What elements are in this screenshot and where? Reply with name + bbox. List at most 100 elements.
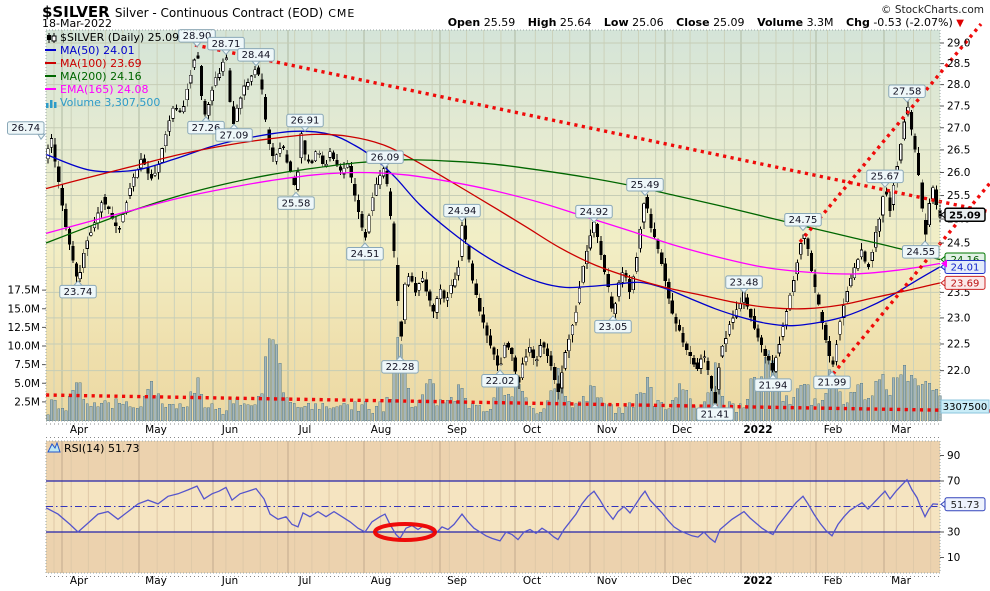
legend-label: MA(200) 24.16 <box>60 70 142 83</box>
price-callout: 26.74 <box>7 121 47 141</box>
chart-header: $SILVER Silver - Continuous Contract (EO… <box>42 2 355 21</box>
price-callout: 28.71 <box>207 36 245 56</box>
open-label: Open <box>447 16 481 29</box>
high-label: High <box>527 16 557 29</box>
main-plot-border <box>45 29 941 422</box>
candlestick-icon <box>47 33 57 43</box>
trendline-support-bottom <box>45 393 990 413</box>
callout-value: 23.74 <box>64 287 93 298</box>
exchange-label: CME <box>328 7 356 20</box>
month-label: Nov <box>597 424 618 436</box>
price-axis-tick: 22.0 <box>947 365 970 377</box>
callout-value: 22.02 <box>486 376 515 387</box>
price-axis-tick: 23.5 <box>947 287 970 299</box>
price-axis-tick: 23.0 <box>947 312 970 324</box>
month-label: Dec <box>672 424 693 436</box>
line-swatch-icon <box>45 74 56 78</box>
legend-label: MA(100) 23.69 <box>60 57 142 70</box>
volume-axis-tag <box>940 399 990 414</box>
callout-value: 25.49 <box>631 180 660 191</box>
legend-item-volume: Volume 3,307,500 <box>45 96 179 109</box>
volume-axis-tick: 10.0M <box>8 341 40 353</box>
ohlc-quote-row: Open 25.59 High 25.64 Low 25.06 Close 25… <box>448 16 964 29</box>
legend-item-symbol: $SILVER (Daily) 25.09 <box>45 31 179 44</box>
month-label: Oct <box>523 424 541 436</box>
callout-value: 28.44 <box>242 50 271 61</box>
axis-price-tag: 25.09 <box>940 207 986 223</box>
legend-label: MA(50) 24.01 <box>60 44 135 57</box>
callout-pointer-icon <box>37 133 47 141</box>
price-callout: 27.26 <box>187 116 225 135</box>
callout-value: 24.55 <box>906 247 935 258</box>
legend-label: Volume 3,307,500 <box>60 96 161 109</box>
callout-value: 23.48 <box>730 277 759 288</box>
price-callout: 28.44 <box>237 48 275 67</box>
symbol-title: $SILVER <box>42 3 110 21</box>
month-label: Sep <box>447 424 467 436</box>
price-axis-tick: 25.5 <box>947 190 970 202</box>
low-label: Low <box>603 16 629 29</box>
callout-value: 27.58 <box>893 87 922 98</box>
month-label: Apr <box>70 424 89 436</box>
callout-value: 24.94 <box>448 206 477 217</box>
month-label: Feb <box>824 424 843 436</box>
rsi-legend-label: RSI(14) 51.73 <box>64 442 139 455</box>
close-value: 25.09 <box>713 16 745 29</box>
price-axis-tick: 24.5 <box>947 237 970 249</box>
volume-value: 3.3M <box>806 16 834 29</box>
rsi-axis-tick: 10 <box>947 552 960 564</box>
trendline-uptrend-steep <box>798 22 983 244</box>
price-axis-tick: 28.0 <box>947 79 970 91</box>
price-callout: 25.67 <box>866 169 904 188</box>
price-axis-tick: 27.5 <box>947 100 970 112</box>
month-label: Jun <box>221 424 238 436</box>
chart-description: Silver - Continuous Contract (EOD) <box>114 6 324 20</box>
axis-tag-value: 24.01 <box>951 263 980 274</box>
callout-value: 21.99 <box>818 378 847 389</box>
rsi-axis-tick: 30 <box>947 527 960 539</box>
price-callout: 24.51 <box>346 242 384 261</box>
axis-tag-value: 25.09 <box>949 210 981 221</box>
month-label: Aug <box>371 424 392 436</box>
price-callout: 22.02 <box>481 369 519 388</box>
rsi-month-label: Jul <box>298 575 312 587</box>
rsi-month-label: Dec <box>672 575 693 587</box>
price-gridlines <box>46 42 940 372</box>
chart-date: 18-Mar-2022 <box>42 17 112 30</box>
overlay-legend: $SILVER (Daily) 25.09 MA(50) 24.01 MA(100)… <box>45 31 179 109</box>
trendline-downtrend-major <box>194 43 990 214</box>
callout-value: 21.41 <box>701 409 730 420</box>
line-swatch-icon <box>45 61 56 65</box>
callout-value: 22.28 <box>386 362 415 373</box>
rsi-month-label: May <box>145 575 167 587</box>
price-callout: 26.09 <box>366 150 404 169</box>
month-label: Jul <box>298 424 312 436</box>
callout-value: 27.09 <box>220 130 249 141</box>
callout-value: 24.75 <box>789 215 818 226</box>
rsi-month-label: Aug <box>371 575 392 587</box>
candles-layer <box>46 51 942 409</box>
price-axis-tick: 26.0 <box>947 167 970 179</box>
callout-value: 21.94 <box>759 380 788 391</box>
overlay-line-ma50 <box>45 130 941 327</box>
callout-value: 25.67 <box>871 172 900 183</box>
rsi-highlight-ellipse <box>373 522 437 542</box>
price-callout: 25.49 <box>626 178 664 197</box>
volume-axis-tick: 17.5M <box>8 285 40 297</box>
legend-label: $SILVER (Daily) 25.09 <box>60 31 180 44</box>
volume-axis-tag-value: 3307500 <box>943 402 988 413</box>
rsi-month-label: Jun <box>221 575 238 587</box>
line-swatch-icon <box>45 87 56 91</box>
volume-label: Volume <box>757 16 804 29</box>
price-callout: 25.58 <box>277 191 315 210</box>
change-down-arrow-icon: ▼ <box>956 18 964 29</box>
price-callout: 24.94 <box>443 203 481 223</box>
ema-axis-marker-icon <box>941 259 947 268</box>
month-label: Mar <box>891 424 911 436</box>
legend-item-ema165: EMA(165) 24.08 <box>45 83 179 96</box>
chg-value: -0.53 (-2.07%) <box>873 16 953 29</box>
rsi-line <box>45 478 939 544</box>
callout-value: 27.26 <box>192 123 221 134</box>
close-label: Close <box>676 16 710 29</box>
